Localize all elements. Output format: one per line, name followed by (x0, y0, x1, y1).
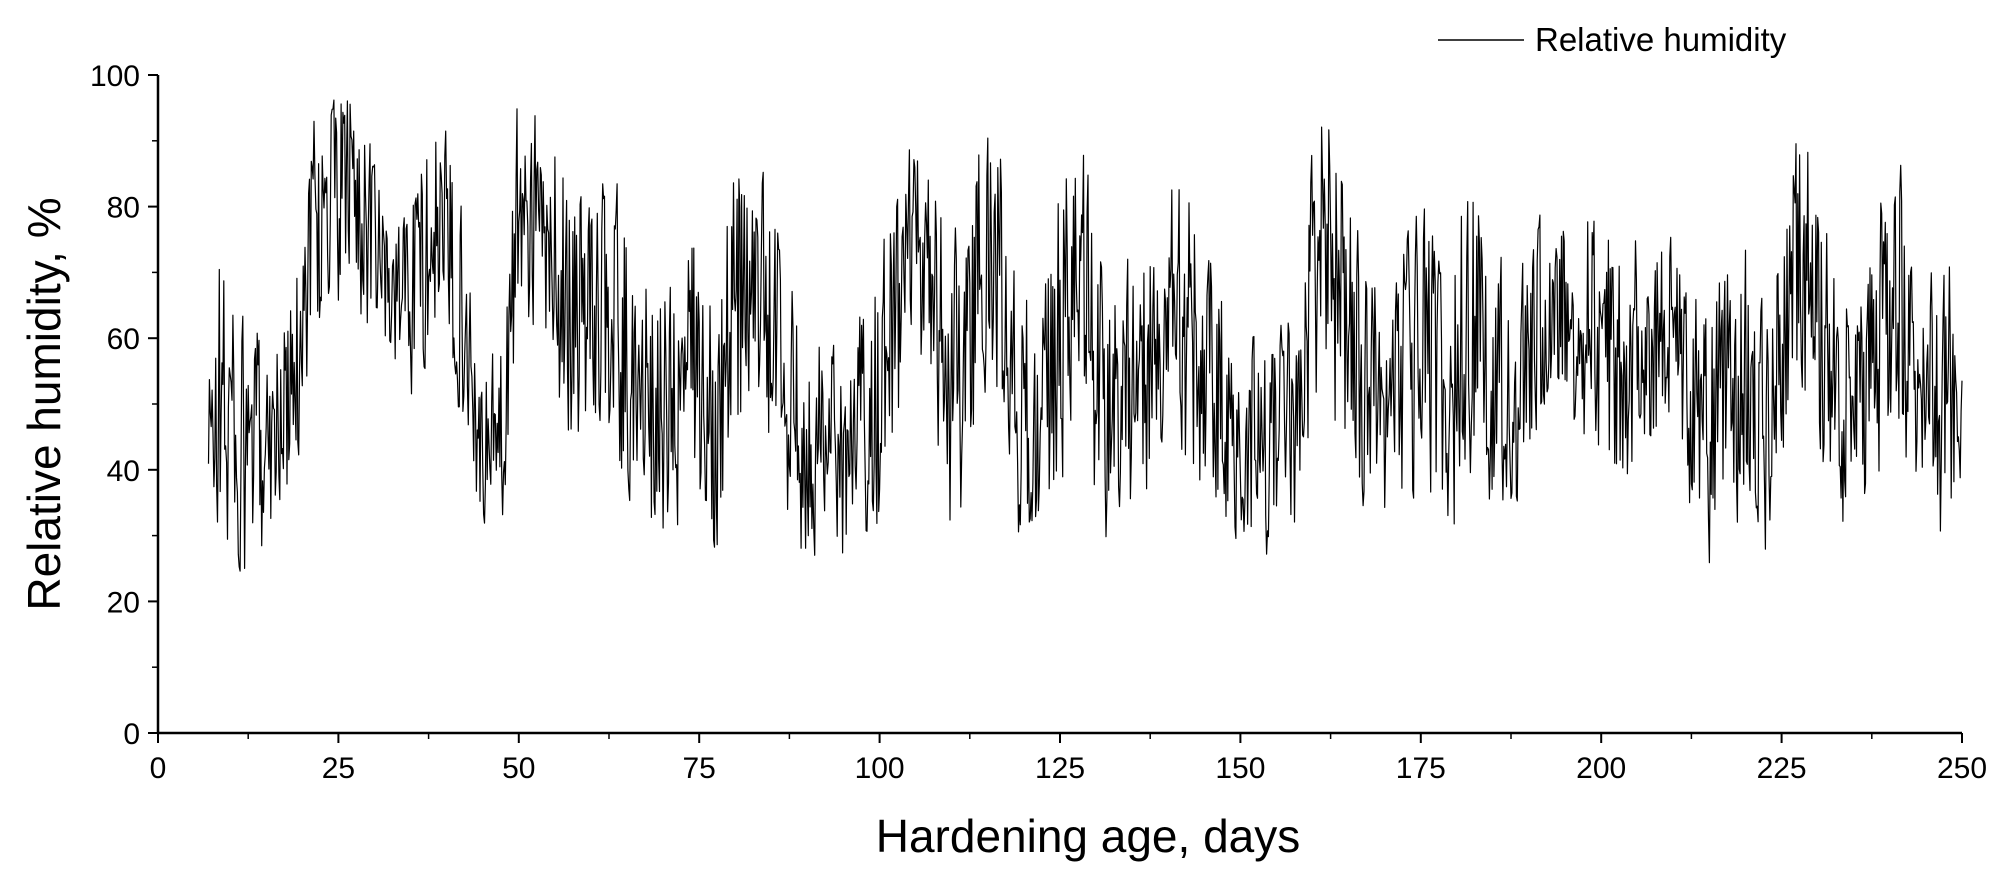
x-tick-label: 175 (1396, 752, 1446, 785)
y-tick-label: 100 (90, 60, 140, 93)
x-tick-label: 125 (1035, 752, 1085, 785)
x-tick-label: 200 (1576, 752, 1626, 785)
x-tick-label: 0 (150, 752, 167, 785)
legend-label: Relative humidity (1535, 21, 1787, 58)
series-line-relative-humidity (207, 99, 1963, 572)
x-tick-label: 25 (322, 752, 355, 785)
y-tick-label: 20 (107, 586, 140, 619)
y-axis-title: Relative humidity, % (18, 197, 70, 610)
plot-frame (156, 75, 1962, 735)
x-tick-label: 75 (683, 752, 716, 785)
x-tick-label: 250 (1937, 752, 1987, 785)
y-tick-label: 40 (107, 455, 140, 488)
legend: Relative humidity (1438, 21, 1787, 58)
x-tick-label: 225 (1757, 752, 1807, 785)
x-tick-label: 50 (502, 752, 535, 785)
x-axis-title: Hardening age, days (876, 810, 1301, 862)
y-tick-label: 80 (107, 192, 140, 225)
y-axis-ticks: 0 20 40 60 80 100 (90, 60, 158, 751)
x-axis-ticks: 0 25 50 75 100 125 150 175 200 225 250 (150, 733, 1987, 785)
x-tick-label: 100 (855, 752, 905, 785)
x-tick-label: 150 (1215, 752, 1265, 785)
y-tick-label: 0 (123, 718, 140, 751)
y-tick-label: 60 (107, 323, 140, 356)
